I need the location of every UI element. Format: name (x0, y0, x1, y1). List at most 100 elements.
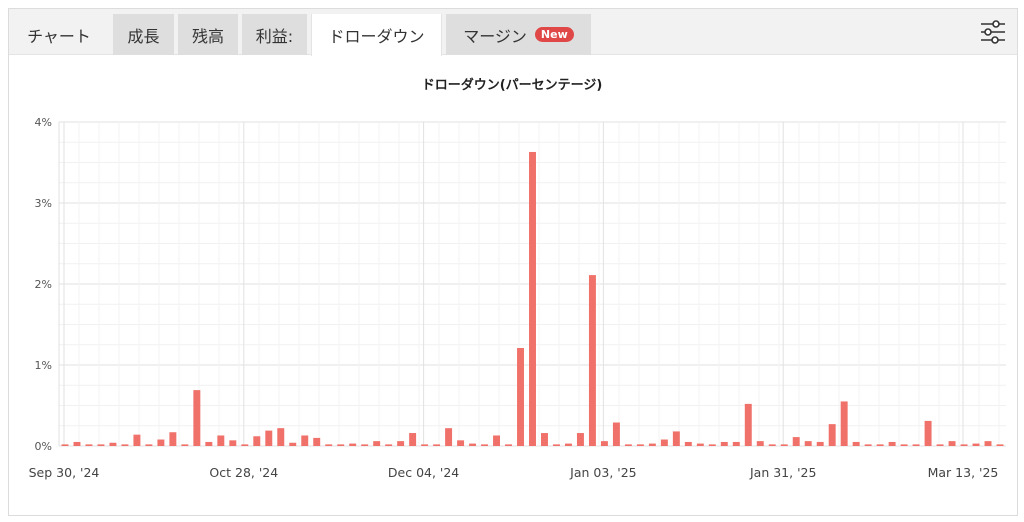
bar (936, 444, 944, 446)
bar (289, 442, 297, 446)
bar (864, 444, 872, 446)
bar (912, 444, 920, 446)
bar (876, 444, 884, 446)
bar (445, 428, 453, 446)
bar (804, 441, 812, 446)
bar (840, 401, 848, 446)
bar (517, 347, 524, 446)
bar (493, 435, 501, 446)
drawdown-panel: チャート 成長 残高 利益: ドローダウン マージン New (8, 8, 1018, 516)
tab-bar: チャート 成長 残高 利益: ドローダウン マージン New (9, 9, 1017, 56)
bar (792, 437, 800, 446)
tab-drawdown[interactable]: ドローダウン (311, 14, 442, 56)
bar (816, 441, 824, 446)
bar (481, 444, 489, 446)
bar (241, 444, 249, 446)
bar (409, 433, 417, 446)
x-tick-label: Sep 30, '24 (29, 465, 100, 480)
bar (157, 439, 165, 446)
bar (768, 444, 776, 446)
bar (564, 443, 572, 446)
bar (744, 403, 752, 446)
bar (133, 434, 141, 446)
x-tick-label: Oct 28, '24 (209, 465, 278, 480)
bar (708, 444, 716, 446)
bar (109, 442, 117, 446)
bar (265, 430, 273, 446)
bar (301, 435, 309, 446)
bar (397, 441, 405, 446)
bar (612, 422, 620, 446)
bar (61, 444, 69, 446)
bar (672, 431, 680, 446)
bar (900, 444, 908, 446)
bar (588, 275, 596, 446)
bar (85, 444, 93, 446)
bar (756, 441, 764, 446)
bar (229, 440, 237, 446)
bar (552, 444, 560, 446)
bar (732, 441, 740, 446)
bar (960, 444, 968, 446)
bar (385, 444, 393, 446)
bar (469, 443, 477, 446)
bar (541, 433, 548, 446)
bar (972, 443, 980, 446)
bar (193, 390, 201, 446)
tab-profit[interactable]: 利益: (242, 14, 307, 55)
bar (325, 444, 333, 446)
bar (253, 436, 261, 446)
bar (457, 440, 465, 446)
bar (337, 444, 345, 446)
tab-label: 残高 (191, 26, 224, 46)
bar (73, 441, 81, 446)
bar (684, 441, 692, 446)
bar (361, 444, 369, 446)
chart-title: ドローダウン(パーセンテージ) (421, 78, 603, 93)
y-tick-label: 2% (35, 278, 52, 291)
bar (145, 444, 153, 446)
bar (576, 433, 584, 446)
bar (720, 441, 728, 446)
bar (169, 432, 177, 446)
bar (373, 441, 381, 446)
x-tick-label: Dec 04, '24 (388, 465, 459, 480)
tab-margin[interactable]: マージン New (446, 14, 591, 55)
bar (505, 444, 513, 446)
bar (624, 444, 632, 446)
tab-label: ドローダウン (328, 27, 425, 46)
bar (780, 444, 788, 446)
bar (433, 444, 441, 446)
bar (696, 443, 704, 446)
tab-label: 成長 (127, 26, 160, 46)
bar (277, 428, 285, 446)
x-tick-label: Mar 13, '25 (928, 465, 999, 480)
y-tick-label: 4% (35, 116, 52, 129)
bar (648, 443, 656, 446)
bar (529, 151, 536, 446)
bar (852, 441, 860, 446)
tab-label: マージン (463, 26, 527, 46)
y-tick-label: 3% (35, 197, 52, 210)
bar (217, 435, 225, 446)
bar (349, 443, 357, 446)
bar (181, 444, 189, 446)
bar (828, 424, 836, 446)
tab-balance[interactable]: 残高 (178, 14, 238, 55)
tab-growth[interactable]: 成長 (113, 14, 174, 55)
bar (205, 441, 213, 446)
new-badge: New (534, 27, 574, 42)
bar (636, 444, 644, 446)
bar (948, 441, 956, 446)
x-tick-label: Jan 03, '25 (569, 465, 636, 480)
bar (600, 441, 608, 446)
y-tick-label: 0% (35, 440, 52, 453)
sliders-icon[interactable] (979, 19, 1007, 45)
bar (984, 441, 992, 446)
tab-chart[interactable]: チャート (9, 14, 109, 55)
bar (121, 444, 129, 446)
bar (888, 441, 896, 446)
bar (996, 444, 1004, 446)
bar (421, 444, 429, 446)
